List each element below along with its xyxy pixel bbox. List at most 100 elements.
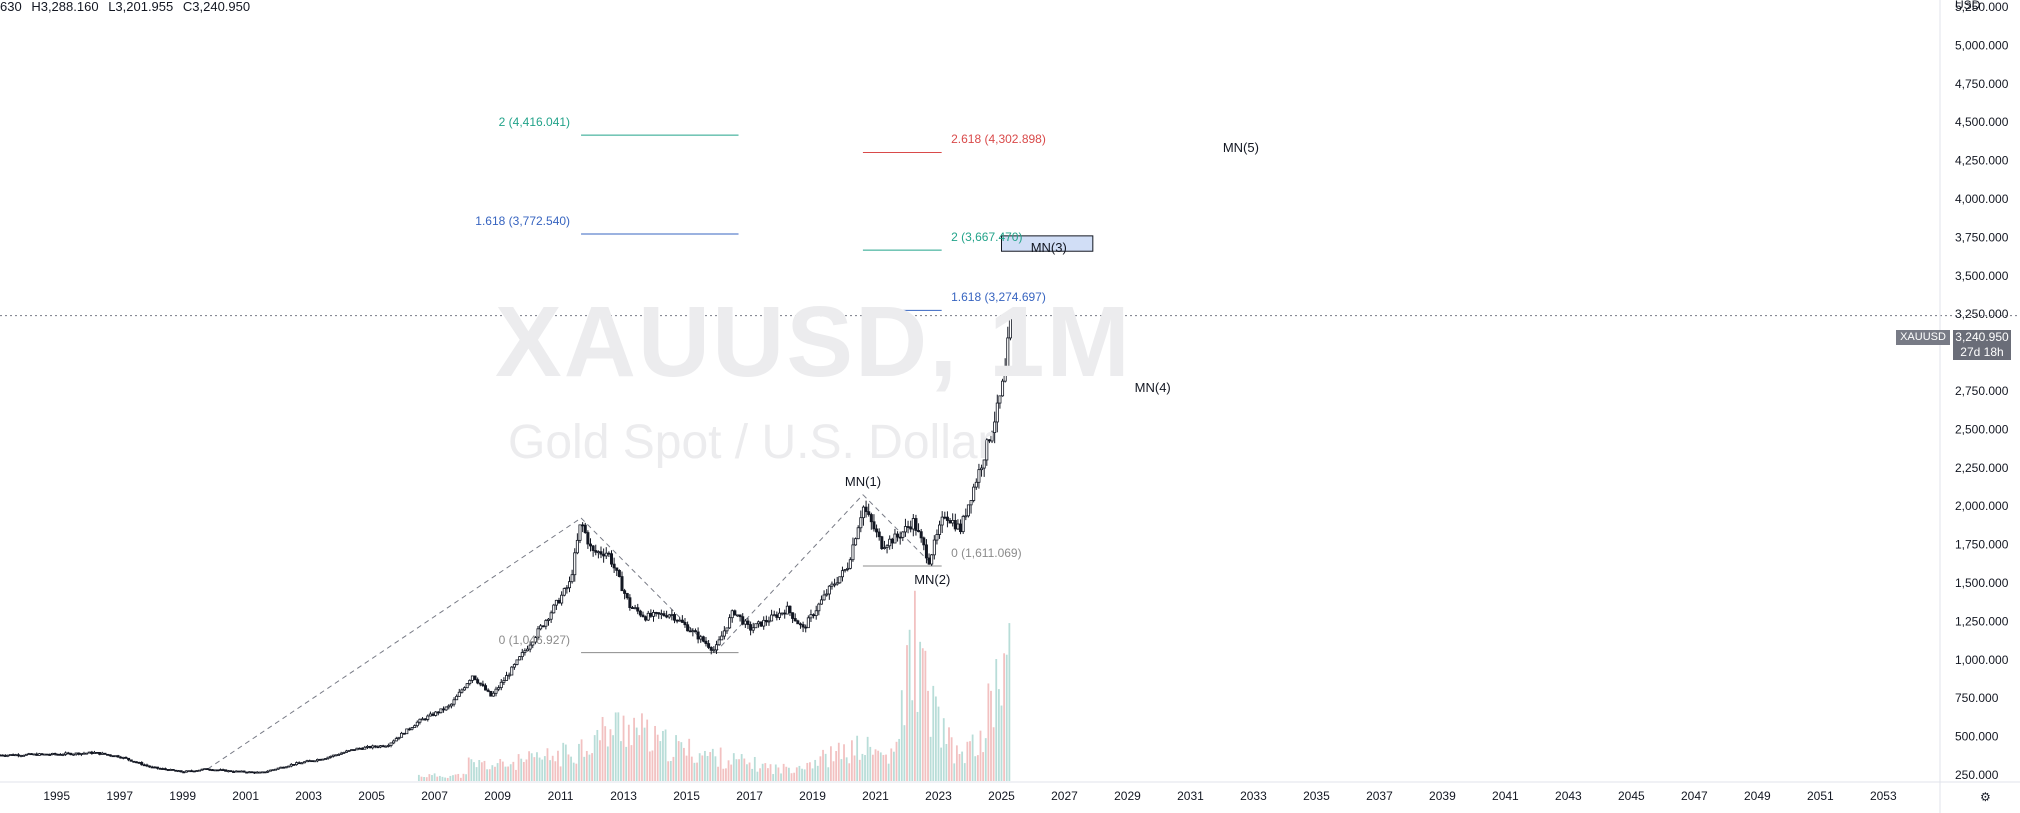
volume-bar bbox=[853, 755, 856, 781]
candle-body bbox=[276, 767, 280, 770]
candle-body bbox=[804, 626, 808, 629]
candle-body bbox=[153, 766, 157, 769]
candle-body bbox=[882, 547, 886, 549]
fib-level-label: 1.618 (3,772.540) bbox=[475, 213, 571, 228]
candle-body bbox=[0, 754, 2, 757]
time-tick-label: 2023 bbox=[925, 789, 952, 803]
candle-body bbox=[350, 749, 354, 751]
candle-body bbox=[680, 619, 684, 623]
gear-icon[interactable]: ⚙ bbox=[1980, 790, 1991, 804]
volume-bar bbox=[824, 753, 827, 781]
candle-body bbox=[586, 532, 590, 545]
candle-body bbox=[418, 718, 422, 723]
candle-body bbox=[476, 679, 480, 684]
candle-body bbox=[688, 630, 692, 633]
candle-body bbox=[329, 755, 333, 758]
candle-body bbox=[749, 624, 753, 631]
candle-body bbox=[434, 711, 438, 716]
candle-body bbox=[990, 432, 994, 442]
price-tick-label: 2,500.000 bbox=[1955, 422, 2009, 436]
volume-bar bbox=[606, 746, 609, 781]
volume-bar bbox=[932, 685, 935, 781]
volume-bar bbox=[614, 712, 617, 781]
time-tick-label: 2029 bbox=[1114, 789, 1141, 803]
price-tick-label: 3,250.000 bbox=[1955, 307, 2009, 321]
currency-selector[interactable]: USD bbox=[1955, 0, 1981, 12]
volume-bar bbox=[827, 767, 830, 781]
wave-label: MN(3) bbox=[1030, 240, 1067, 256]
candle-body bbox=[169, 769, 173, 771]
candle-body bbox=[953, 520, 957, 530]
candle-body bbox=[208, 768, 212, 771]
volume-bar bbox=[641, 713, 643, 781]
volume-bar bbox=[704, 750, 706, 781]
candle-body bbox=[373, 745, 377, 748]
volume-bar bbox=[593, 735, 596, 781]
ohlc-close: C3,240.950 bbox=[182, 0, 251, 14]
volume-bar bbox=[890, 748, 893, 781]
volume-bar bbox=[911, 700, 914, 781]
volume-bar bbox=[575, 763, 578, 781]
candle-body bbox=[95, 751, 99, 754]
volume-bar bbox=[769, 764, 772, 781]
volume-bar bbox=[425, 777, 428, 781]
candle-body bbox=[591, 545, 595, 551]
volume-bar bbox=[685, 755, 688, 781]
candle-body bbox=[510, 666, 514, 676]
candle-body bbox=[344, 750, 348, 753]
volume-bar bbox=[767, 768, 769, 781]
candle-body bbox=[578, 524, 582, 541]
time-tick-label: 2001 bbox=[232, 789, 259, 803]
candle-body bbox=[633, 607, 637, 610]
volume-bar bbox=[759, 768, 761, 781]
candle-body bbox=[848, 559, 852, 569]
candle-body bbox=[888, 538, 892, 547]
candle-body bbox=[92, 751, 96, 754]
candle-body bbox=[683, 622, 687, 626]
volume-bar bbox=[459, 777, 462, 781]
candle-body bbox=[428, 713, 432, 717]
volume-bar bbox=[680, 742, 683, 781]
candle-body bbox=[911, 518, 915, 530]
volume-bar bbox=[444, 777, 447, 781]
volume-bar bbox=[654, 725, 656, 781]
volume-bar bbox=[438, 775, 441, 781]
candle-body bbox=[245, 771, 249, 774]
candle-body bbox=[901, 531, 905, 538]
candle-body bbox=[583, 524, 587, 533]
candle-body bbox=[74, 752, 78, 755]
candle-body bbox=[872, 521, 876, 530]
time-tick-label: 2043 bbox=[1555, 789, 1582, 803]
volume-bar bbox=[546, 748, 549, 781]
volume-bar bbox=[504, 766, 507, 781]
candle-body bbox=[607, 552, 611, 555]
volume-bar bbox=[976, 755, 979, 781]
candle-body bbox=[305, 760, 309, 763]
candle-body bbox=[743, 620, 747, 625]
volume-bar bbox=[630, 745, 633, 781]
candle-body bbox=[919, 531, 923, 539]
volume-bar bbox=[727, 760, 730, 781]
volume-bar bbox=[772, 774, 775, 781]
candle-body bbox=[232, 771, 236, 773]
volume-bar bbox=[501, 761, 504, 781]
volume-bar bbox=[1005, 654, 1008, 781]
candle-body bbox=[457, 691, 461, 697]
fib-lines bbox=[581, 134, 942, 654]
candle-body bbox=[379, 745, 383, 748]
candle-body bbox=[961, 516, 965, 533]
volume-bar bbox=[1008, 623, 1011, 781]
wave-dashed-line bbox=[207, 517, 582, 770]
volume-bar bbox=[499, 758, 502, 781]
volume-bar bbox=[677, 741, 680, 781]
candle-body bbox=[898, 536, 902, 539]
volume-bar bbox=[816, 765, 819, 781]
target-box-group bbox=[1000, 235, 1094, 252]
candle-body bbox=[785, 605, 789, 615]
candle-body bbox=[163, 768, 167, 771]
candle-body bbox=[407, 728, 411, 731]
time-tick-label: 2049 bbox=[1744, 789, 1771, 803]
volume-bar bbox=[690, 756, 693, 781]
candle-body bbox=[935, 534, 939, 541]
